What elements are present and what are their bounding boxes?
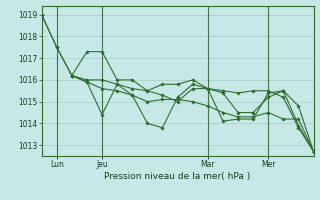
- X-axis label: Pression niveau de la mer( hPa ): Pression niveau de la mer( hPa ): [104, 172, 251, 181]
